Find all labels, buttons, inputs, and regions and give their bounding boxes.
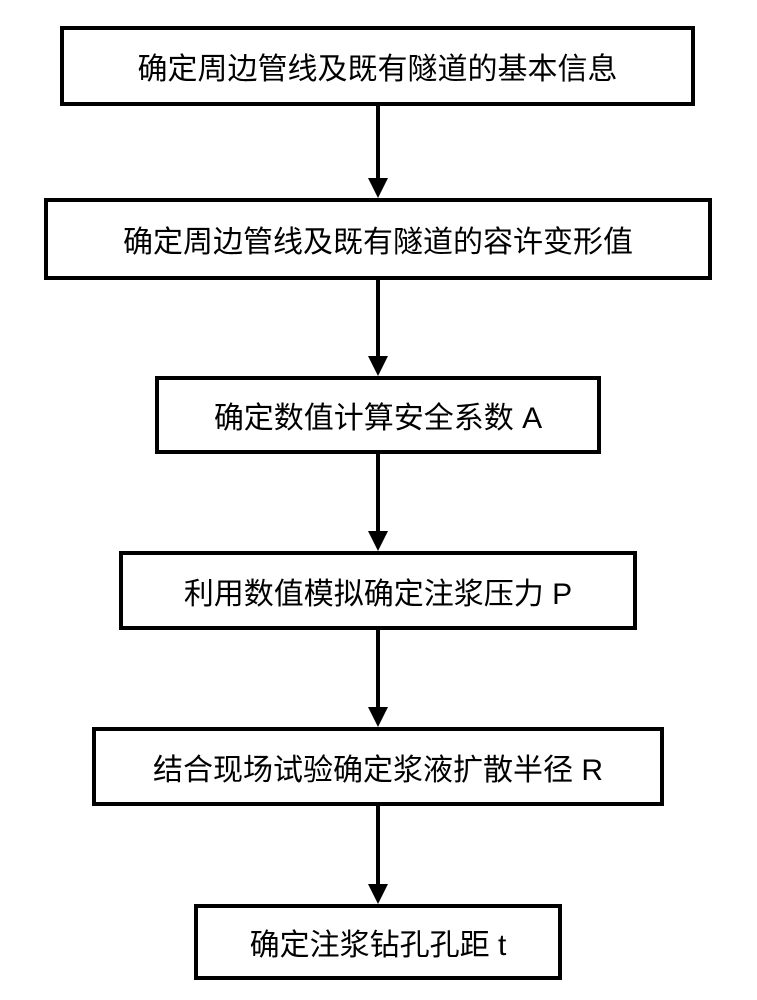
flowchart-arrow-head: [368, 707, 388, 730]
flowchart-node-label: 结合现场试验确定浆液扩散半径 R: [153, 745, 603, 789]
flowchart-arrow-head: [368, 884, 388, 907]
flowchart-node-label: 确定注浆钻孔孔距 t: [250, 920, 507, 964]
flowchart-arrow-head: [368, 531, 388, 554]
flowchart-node-n3: 确定数值计算安全系数 A: [155, 376, 601, 454]
flowchart-node-n6: 确定注浆钻孔孔距 t: [194, 904, 562, 980]
flowchart-arrow-line: [376, 106, 380, 178]
flowchart-canvas: 确定周边管线及既有隧道的基本信息确定周边管线及既有隧道的容许变形值确定数值计算安…: [0, 0, 757, 1000]
flowchart-arrow-line: [376, 280, 380, 356]
flowchart-node-n4: 利用数值模拟确定注浆压力 P: [119, 551, 637, 630]
flowchart-node-label: 确定周边管线及既有隧道的基本信息: [138, 44, 618, 88]
flowchart-arrow-line: [376, 806, 380, 884]
flowchart-node-label: 确定周边管线及既有隧道的容许变形值: [123, 217, 633, 261]
flowchart-arrow-head: [368, 356, 388, 379]
flowchart-node-label: 利用数值模拟确定注浆压力 P: [184, 569, 572, 613]
flowchart-node-n5: 结合现场试验确定浆液扩散半径 R: [92, 727, 664, 806]
flowchart-node-n2: 确定周边管线及既有隧道的容许变形值: [44, 198, 712, 280]
flowchart-node-n1: 确定周边管线及既有隧道的基本信息: [60, 26, 695, 106]
flowchart-node-label: 确定数值计算安全系数 A: [214, 393, 542, 437]
flowchart-arrow-line: [376, 454, 380, 531]
flowchart-arrow-line: [376, 630, 380, 707]
flowchart-arrow-head: [368, 178, 388, 201]
